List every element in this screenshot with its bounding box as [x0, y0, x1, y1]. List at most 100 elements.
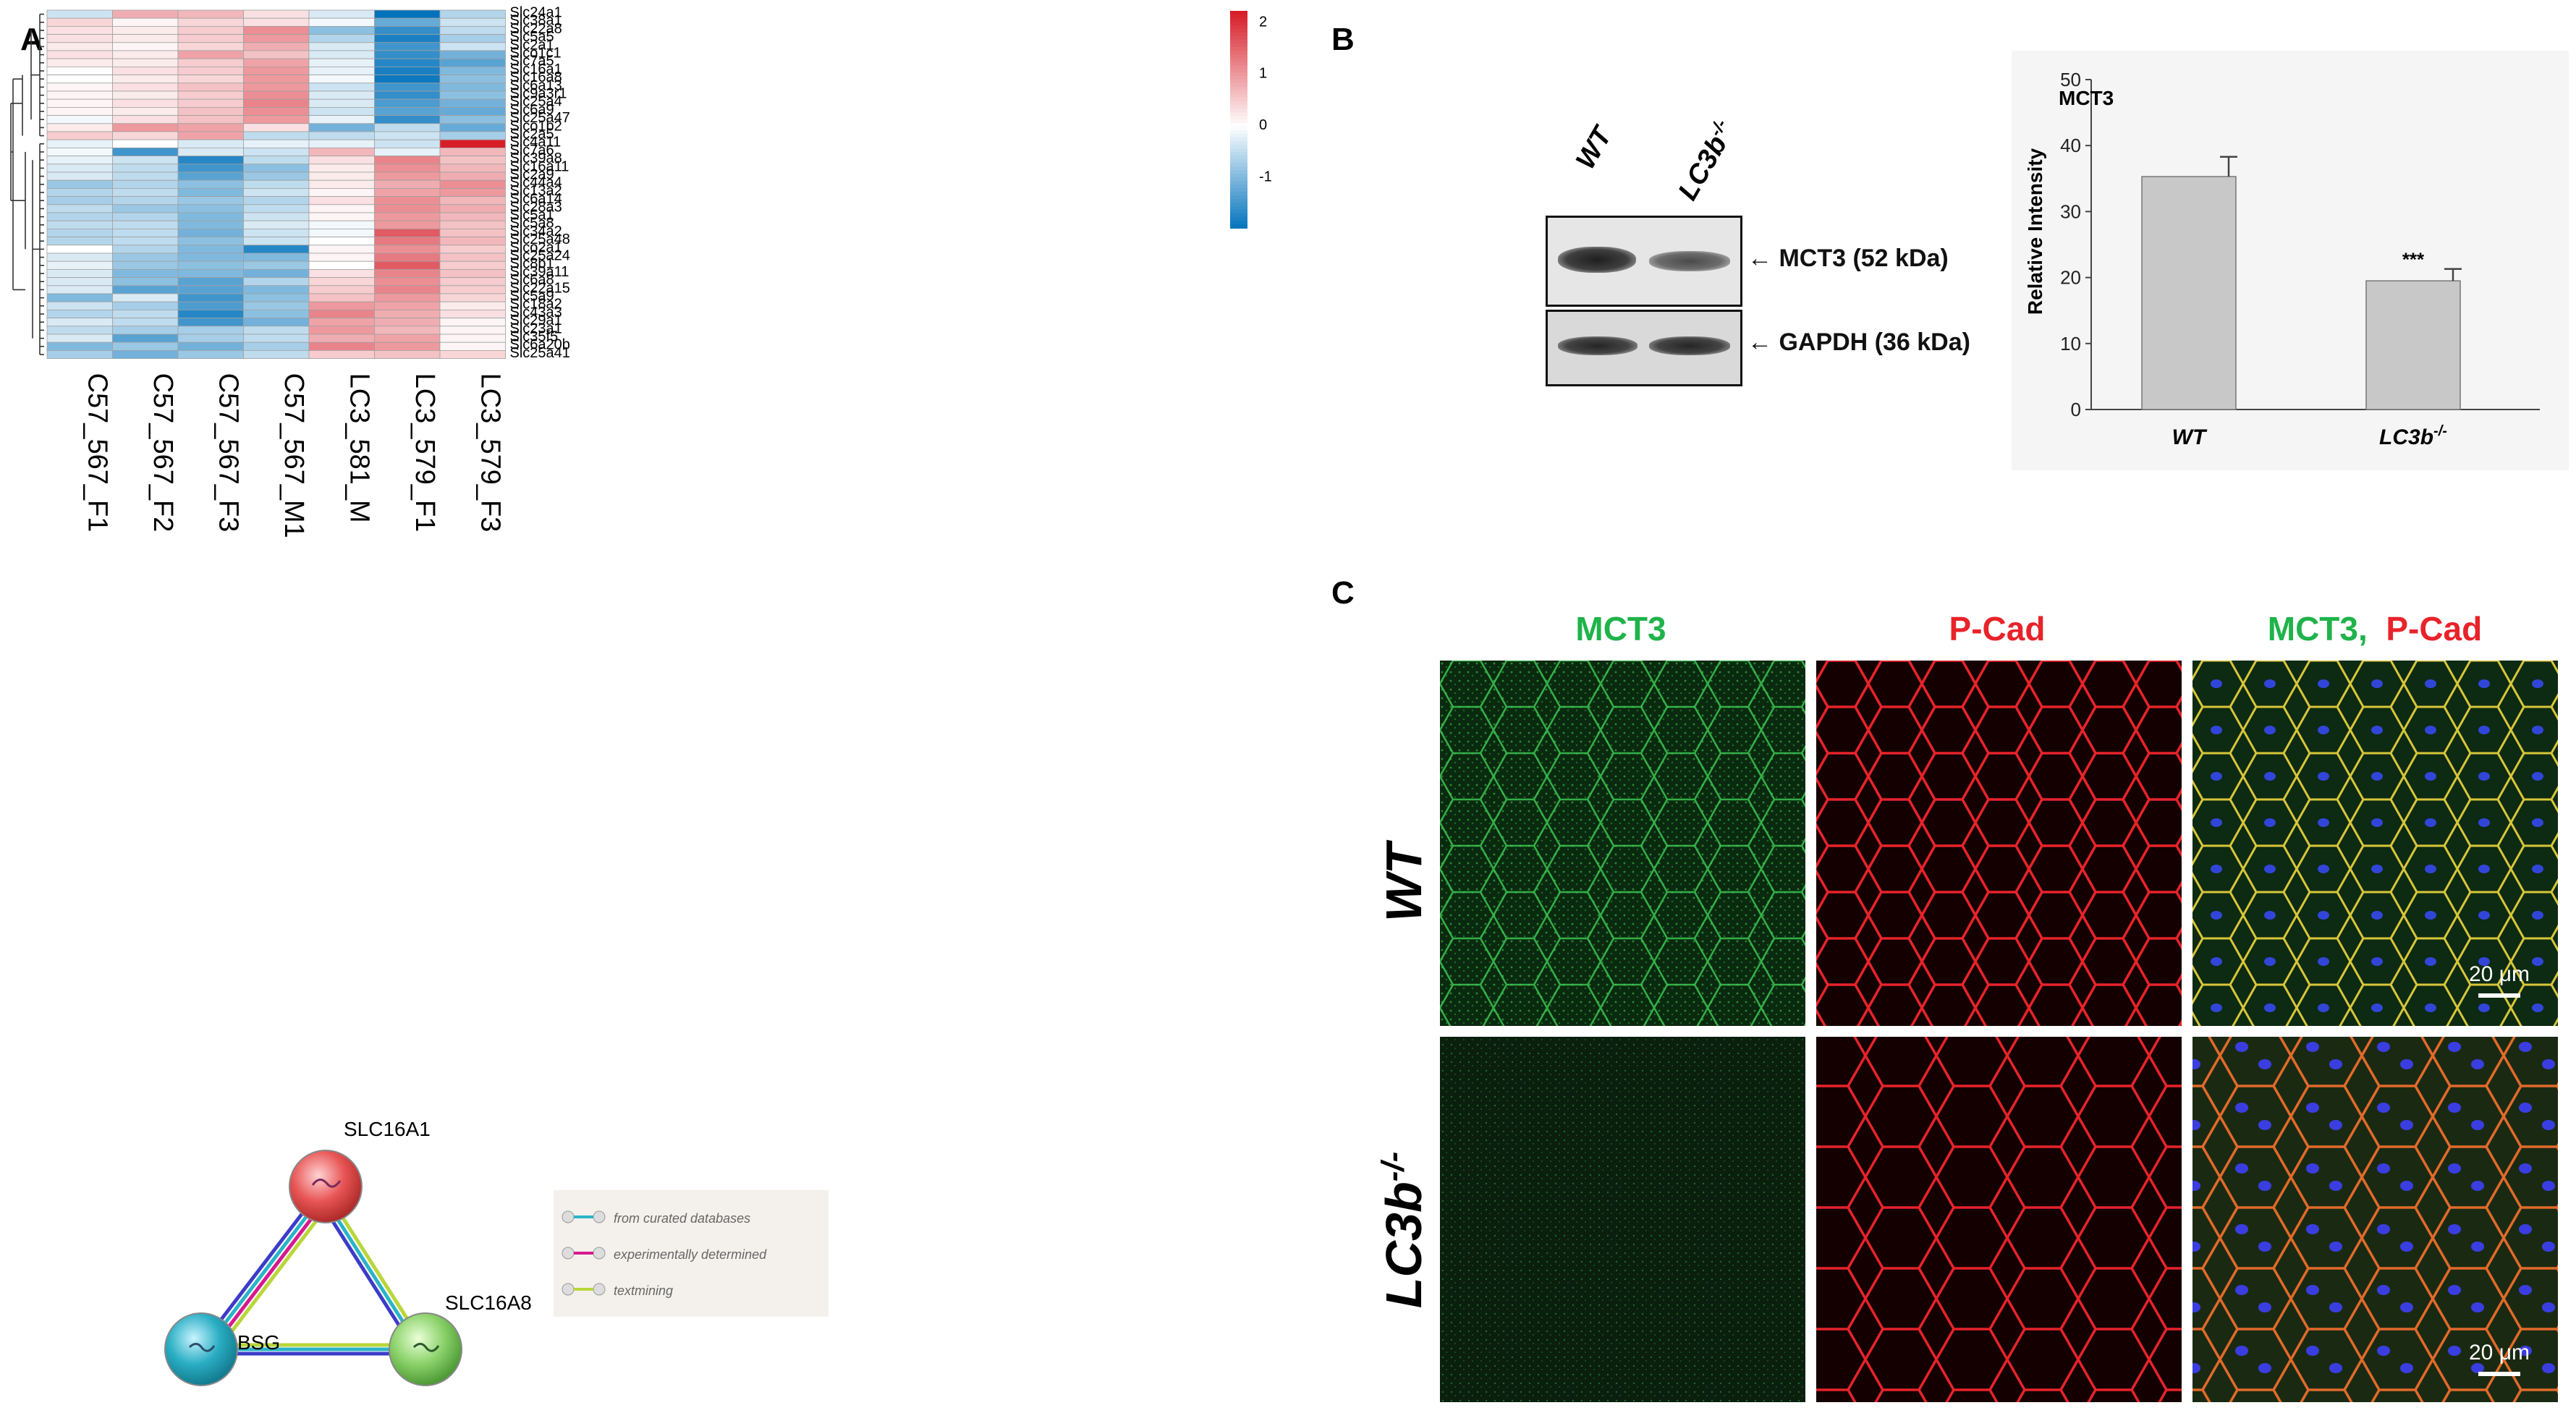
heatmap-cell — [177, 349, 244, 359]
heatmap-cell — [46, 139, 113, 148]
heatmap-cell — [177, 220, 244, 229]
sample-label: LC3_579_F3 — [475, 373, 505, 532]
sample-label: C57_567_F2 — [148, 373, 178, 532]
blot-gapdh — [1546, 310, 1742, 386]
heatmap-cell — [112, 301, 179, 310]
heatmap-cell — [112, 318, 179, 327]
heatmap-cell — [177, 318, 244, 327]
gene-label: Slc6a9 — [510, 102, 554, 118]
heatmap-cell — [308, 285, 375, 294]
bar — [2365, 280, 2461, 410]
heatmap-cell — [46, 228, 113, 237]
legend-swatch — [1230, 36, 1247, 41]
heatmap-cell — [439, 237, 506, 246]
heatmap-cell — [112, 156, 179, 165]
heatmap-cell — [112, 309, 179, 318]
heatmap-cell — [243, 50, 310, 59]
heatmap-cell — [112, 26, 179, 35]
heatmap-cell — [439, 204, 506, 213]
legend-swatch — [1230, 130, 1247, 135]
network-node-bsg[interactable]: BSG — [164, 1312, 280, 1386]
heatmap-cell — [308, 17, 375, 27]
legend-swatch — [1230, 159, 1247, 164]
heatmap-cell — [308, 260, 375, 270]
heatmap-cell — [308, 131, 375, 140]
heatmap-cell — [112, 17, 179, 27]
lane-label-lc3b: LC3b-/- — [1672, 116, 1734, 205]
heatmap-cell — [439, 318, 506, 327]
heatmap-cell — [177, 106, 244, 116]
heatmap-cell — [243, 326, 310, 335]
heatmap-cell — [112, 90, 179, 100]
legend-swatch — [1230, 174, 1247, 178]
heatmap-cell — [308, 293, 375, 302]
legend-tick: 0 — [1259, 117, 1267, 133]
heatmap-cell — [374, 260, 441, 270]
legend-swatch — [1230, 213, 1247, 218]
heatmap-cell — [112, 245, 179, 254]
network-node-slc16a8[interactable]: SLC16A8 — [389, 1291, 532, 1386]
gene-label: Slc16a1 — [510, 61, 562, 77]
legend-tick: 1 — [1259, 66, 1267, 82]
heatmap-cell — [177, 26, 244, 35]
heatmap-cell — [46, 277, 113, 287]
legend-swatch — [1230, 184, 1247, 189]
legend-swatch — [1230, 116, 1247, 120]
protein-network: SLC16A1 BSG SLC16A8 from curated databas… — [164, 1118, 829, 1386]
network-node-slc16a1[interactable]: SLC16A1 — [289, 1118, 431, 1223]
heatmap-cell — [374, 220, 441, 229]
y-tick-label: 0 — [2071, 399, 2081, 420]
heatmap-cell — [46, 164, 113, 173]
y-tick-label: 50 — [2060, 69, 2081, 90]
heatmap-cell — [374, 212, 441, 221]
heatmap-cell — [177, 228, 244, 237]
heatmap-cell — [439, 341, 506, 351]
sample-labels: C57_567_F1 C57_567_F2 C57_567_F3 C57_567_M1… — [82, 373, 505, 538]
heatmap-cell — [46, 204, 113, 213]
heatmap-cell — [177, 341, 244, 351]
heatmap-cell — [374, 341, 441, 351]
sample-label: LC3_581_M — [344, 373, 374, 523]
heatmap-cell — [243, 309, 310, 318]
heatmap-cell — [46, 131, 113, 140]
heatmap-cell — [243, 131, 310, 140]
row-label-wt: WT — [1376, 843, 1432, 922]
gene-label: Slc7a5 — [510, 54, 554, 69]
gene-label: Slc5a1 — [510, 208, 554, 224]
legend-swatch — [1230, 40, 1247, 44]
heatmap-cell — [177, 326, 244, 335]
heatmap-cell — [439, 196, 506, 205]
heatmap-cell — [177, 156, 244, 165]
image-wt-pcad — [1816, 661, 2182, 1026]
heatmap-cell — [177, 82, 244, 92]
heatmap-cell — [112, 171, 179, 181]
heatmap-cell — [374, 9, 441, 19]
legend-swatch — [1230, 72, 1247, 77]
gene-label: Slc16a8 — [510, 69, 562, 85]
scale-label-wt: 20 μm — [2469, 962, 2530, 986]
heatmap-cell — [439, 58, 506, 67]
gene-label: Slc9a3r1 — [510, 86, 567, 102]
legend-swatch — [1230, 199, 1247, 203]
heatmap-cell — [46, 90, 113, 100]
heatmap-cell — [439, 17, 506, 27]
x-tick-label: WT — [2172, 425, 2208, 449]
band-mct3-ko — [1649, 251, 1730, 271]
heatmap-cell — [243, 237, 310, 246]
heatmap-cell — [243, 349, 310, 359]
heatmap-cell — [46, 318, 113, 327]
heatmap-cell — [439, 42, 506, 51]
merge-header-mct3: MCT3, — [2267, 610, 2368, 648]
legend-swatch — [1230, 22, 1247, 26]
heatmap-cell — [374, 326, 441, 335]
heatmap-cell — [374, 237, 441, 246]
heatmap-cell — [243, 212, 310, 221]
legend-swatch — [1230, 134, 1247, 138]
panel-letter-c: C — [1331, 575, 1355, 611]
heatmap-cell — [46, 220, 113, 229]
sample-label: C57_567_F1 — [82, 373, 112, 532]
heatmap-cell — [243, 147, 310, 156]
heatmap-cell — [374, 98, 441, 108]
heatmap-cell — [308, 115, 375, 124]
legend-swatch — [1230, 69, 1247, 73]
